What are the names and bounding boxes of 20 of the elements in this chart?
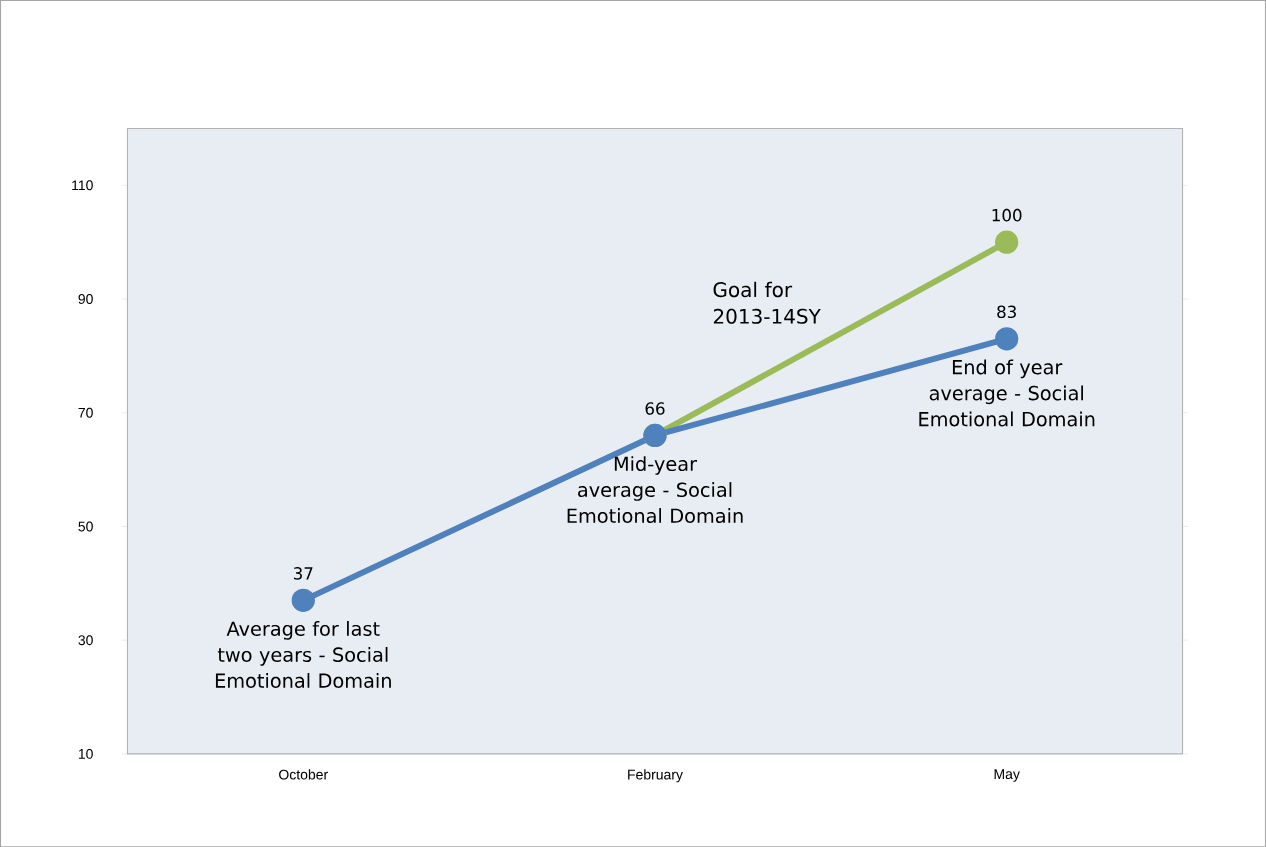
y-tick-label: 30	[78, 635, 93, 645]
data-label: 66	[645, 402, 665, 415]
y-tick-label: 110	[72, 180, 93, 191]
y-tick-label: 50	[78, 521, 93, 532]
data-label: 37	[293, 566, 313, 580]
point	[995, 230, 1019, 254]
point	[995, 326, 1019, 351]
data-label: 100	[992, 208, 1022, 222]
point	[291, 588, 315, 612]
x-tick-label: February	[628, 769, 683, 783]
x-tick-label: October	[279, 769, 328, 780]
y-tick-label: 70	[78, 407, 93, 418]
y-tick-label: 90	[78, 293, 93, 304]
annotation: End of year average - Social Emotional Domain	[919, 359, 1095, 427]
y-tick-label: 10	[78, 748, 93, 759]
annotation: Goal for 2013-14SY	[713, 281, 821, 324]
data-label: 83	[997, 305, 1016, 318]
annotation: Mid-year average - Social Emotional Domain	[567, 455, 743, 523]
x-tick-label: May	[994, 769, 1020, 782]
annotation: Average for last two years - Social Emotional Domain	[215, 620, 391, 688]
